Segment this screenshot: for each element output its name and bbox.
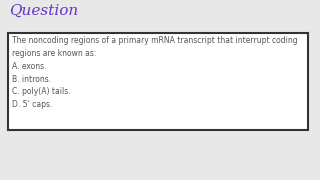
Bar	[8, 33, 308, 130]
Text: Question: Question	[9, 4, 78, 18]
Text: The noncoding regions of a primary mRNA transcript that interrupt coding
regions: The noncoding regions of a primary mRNA …	[12, 36, 298, 109]
